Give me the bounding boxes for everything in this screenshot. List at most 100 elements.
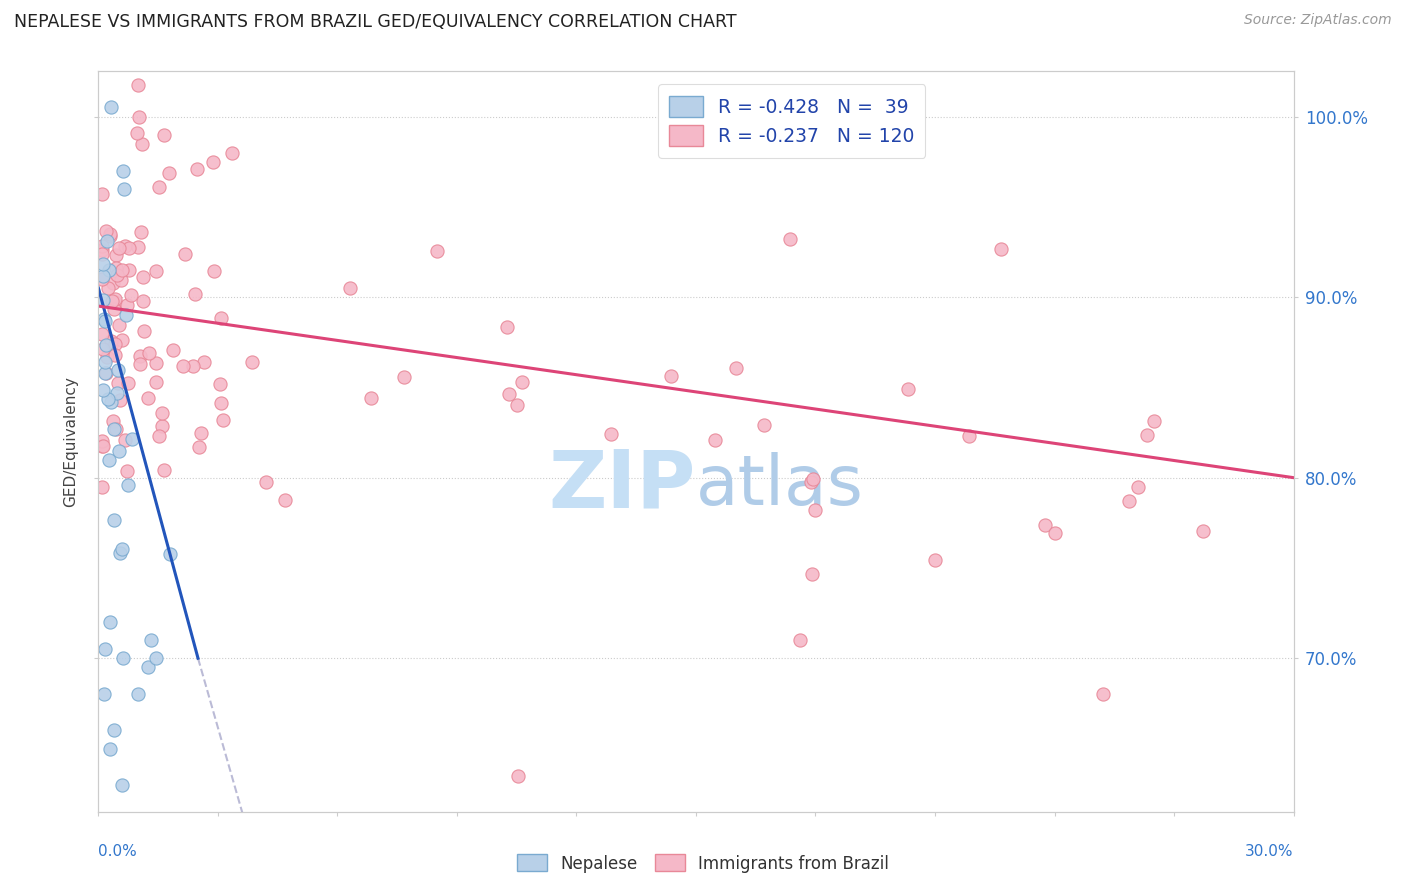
Point [801,472,824,486]
Point [107,385,129,400]
Point [91,439,114,453]
Point [96,350,118,364]
Point [110,546,132,560]
Point [145,357,167,371]
Point [118,241,141,255]
Point [127,687,149,701]
Point [1143,414,1166,428]
Point [800,475,823,489]
Legend: R = -0.428   N =  39, R = -0.237   N = 120: R = -0.428 N = 39, R = -0.237 N = 120 [658,85,925,158]
Point [101,293,124,308]
Point [91,383,114,397]
Point [105,422,128,436]
Point [114,433,136,447]
Point [508,769,530,783]
Point [193,355,215,369]
Point [93,311,115,326]
Point [153,462,176,476]
Text: 30.0%: 30.0% [1246,844,1294,859]
Point [957,429,980,443]
Point [118,263,141,277]
Point [98,453,121,467]
Point [145,651,167,665]
Point [107,376,129,390]
Point [174,246,197,260]
Point [91,247,114,261]
Point [1192,524,1215,538]
Point [94,367,117,381]
Text: atlas: atlas [696,452,863,519]
Point [505,398,527,412]
Point [254,475,277,490]
Point [426,244,449,258]
Point [91,326,114,341]
Point [752,417,775,432]
Point [496,320,519,334]
Point [104,292,127,306]
Point [186,162,208,177]
Point [159,547,181,561]
Point [103,302,125,317]
Point [108,241,131,255]
Text: ZIP: ZIP [548,447,696,525]
Point [98,227,121,242]
Point [108,393,131,408]
Point [104,295,127,310]
Point [93,293,115,307]
Point [1126,480,1149,494]
Point [98,741,121,756]
Point [110,273,132,287]
Point [96,234,118,248]
Point [804,503,827,517]
Point [131,136,153,151]
Point [181,359,204,373]
Point [93,343,115,357]
Point [1033,518,1056,533]
Point [990,243,1012,257]
Point [274,492,297,507]
Point [101,336,124,351]
Point [112,182,135,196]
Point [1043,526,1066,541]
Point [94,642,117,657]
Point [120,288,142,302]
Point [600,426,623,441]
Point [512,375,534,389]
Point [96,392,118,406]
Point [107,362,129,376]
Point [91,243,114,257]
Point [114,239,136,253]
Point [100,395,122,409]
Point [659,369,682,384]
Point [98,263,121,277]
Point [141,633,163,648]
Y-axis label: GED/Equivalency: GED/Equivalency [63,376,79,507]
Point [132,293,155,308]
Point [103,348,125,362]
Point [111,541,134,556]
Point [96,337,118,351]
Point [128,110,150,124]
Point [145,376,167,390]
Point [103,514,125,528]
Point [117,376,139,390]
Point [93,439,115,453]
Text: NEPALESE VS IMMIGRANTS FROM BRAZIL GED/EQUIVALENCY CORRELATION CHART: NEPALESE VS IMMIGRANTS FROM BRAZIL GED/E… [14,13,737,31]
Point [150,419,173,434]
Point [127,240,149,254]
Point [117,464,139,478]
Point [157,165,180,179]
Point [108,444,131,458]
Point [111,263,134,277]
Point [1091,687,1114,701]
Point [221,145,243,160]
Text: Source: ZipAtlas.com: Source: ZipAtlas.com [1244,13,1392,28]
Point [172,359,194,374]
Point [724,361,747,376]
Point [125,126,148,140]
Point [94,366,117,380]
Point [129,225,152,239]
Point [127,78,149,92]
Point [94,224,117,238]
Point [162,343,184,357]
